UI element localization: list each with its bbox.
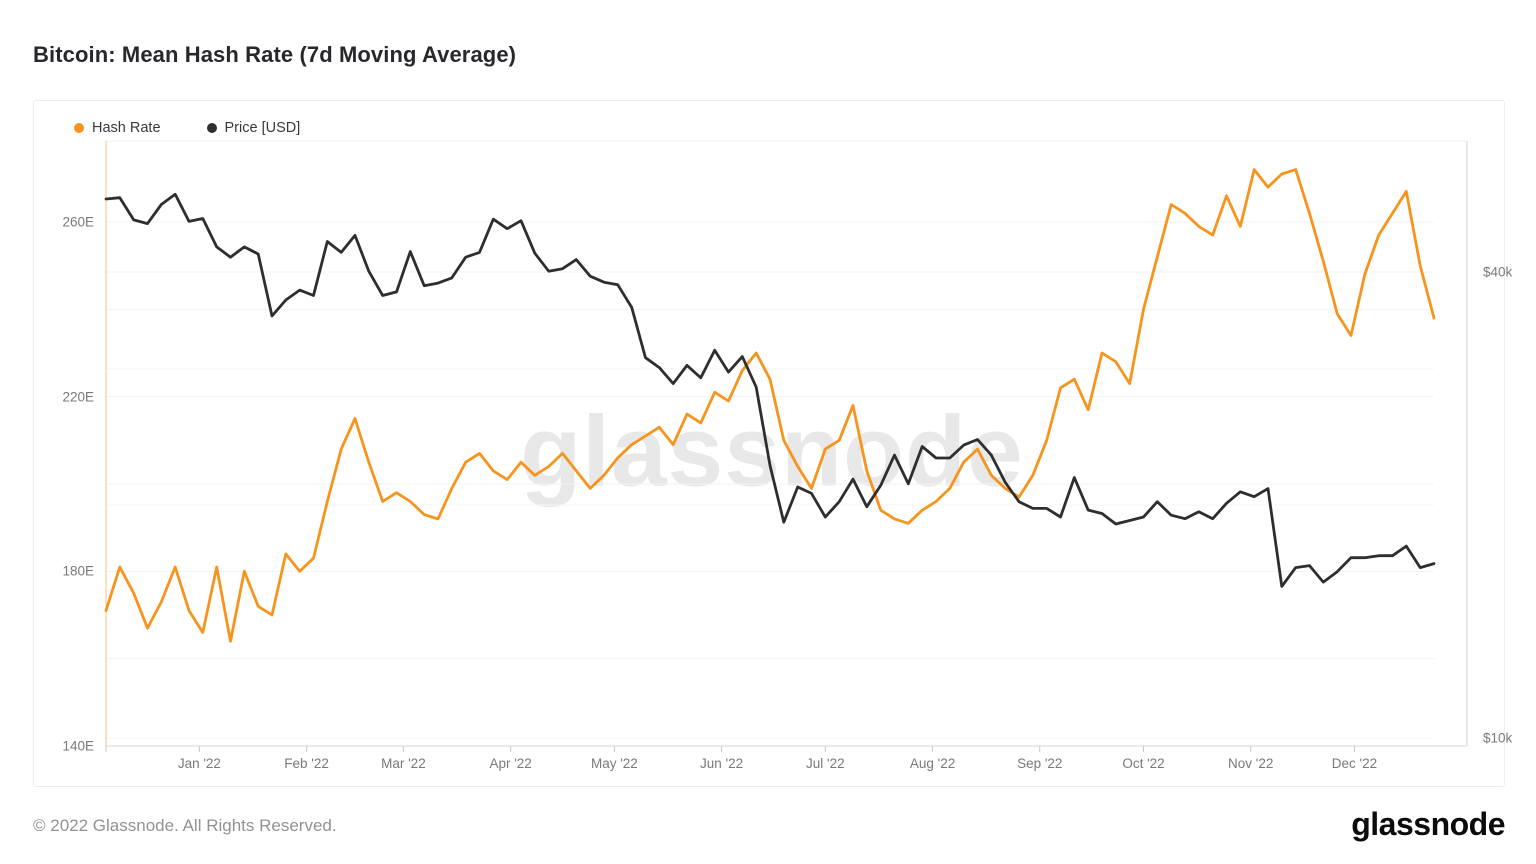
x-tick-label: Apr '22	[489, 756, 532, 771]
y-left-tick-label: 180E	[62, 563, 94, 579]
x-tick-label: Jan '22	[177, 756, 221, 771]
y-right-tick-label: $10k	[1483, 730, 1513, 746]
legend-item-price[interactable]: Price [USD]	[206, 120, 301, 136]
hash-rate-dot-icon	[74, 123, 84, 133]
page-title: Bitcoin: Mean Hash Rate (7d Moving Avera…	[33, 42, 517, 67]
x-tick-label: Aug '22	[909, 756, 956, 771]
x-tick-label: Jul '22	[806, 756, 845, 771]
price-gridlines	[106, 271, 1434, 739]
chart-card: glassnode Hash Rate Price [USD] 260E 220E…	[33, 100, 1512, 787]
chart-plot-area[interactable]	[34, 101, 1504, 786]
y-left-tick-label: 260E	[62, 214, 94, 230]
x-tick-label: Mar '22	[381, 756, 426, 771]
hash-rate-line	[104, 168, 1436, 643]
x-tick-label: Nov '22	[1228, 756, 1274, 771]
x-tick-label: May '22	[590, 756, 638, 771]
chart-legend: Hash Rate Price [USD]	[74, 119, 346, 137]
hash-gridlines	[106, 221, 1434, 660]
x-axis-ticks	[105, 746, 1355, 752]
legend-label-hash-rate: Hash Rate	[92, 120, 161, 136]
x-tick-label: Oct '22	[1122, 756, 1165, 771]
price-line	[104, 192, 1436, 588]
x-tick-label: Dec '22	[1331, 756, 1378, 771]
x-tick-label: Jun '22	[700, 756, 744, 771]
y-left-tick-label: 220E	[62, 389, 94, 405]
x-tick-label: Feb '22	[284, 756, 329, 771]
x-tick-label: Sep '22	[1017, 756, 1063, 771]
copyright-text: © 2022 Glassnode. All Rights Reserved.	[33, 816, 337, 835]
price-dot-icon	[206, 123, 217, 133]
legend-item-hash-rate[interactable]: Hash Rate	[74, 120, 161, 136]
y-left-tick-label: 140E	[62, 738, 94, 754]
glassnode-logo: glassnode	[1351, 806, 1505, 842]
y-right-tick-label: $40k	[1483, 264, 1513, 280]
legend-label-price: Price [USD]	[224, 120, 301, 136]
